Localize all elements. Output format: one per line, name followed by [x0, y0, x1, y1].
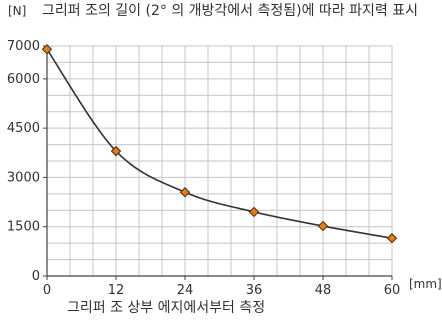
x-axis-unit: [mm] — [409, 277, 442, 291]
chart-title: 그리퍼 조의 길이 (2° 의 개방각에서 측정됨)에 따라 파지력 표시 — [42, 3, 419, 19]
y-tick-label: 7000 — [7, 39, 40, 54]
data-point — [41, 44, 53, 55]
x-tick-label: 0 — [43, 283, 51, 298]
x-tick-label: 24 — [177, 283, 194, 298]
y-axis-unit: [N] — [8, 4, 27, 18]
x-axis-title: 그리퍼 조 상부 에지에서부터 측정 — [67, 300, 266, 316]
data-point — [110, 145, 122, 157]
x-tick-label: 60 — [384, 283, 401, 298]
x-tick-label: 48 — [315, 283, 332, 298]
y-tick-label: 4500 — [7, 121, 40, 136]
y-tick-label: 1500 — [7, 220, 40, 235]
y-tick-label: 3000 — [7, 170, 40, 185]
y-tick-label: 6000 — [7, 72, 40, 87]
y-tick-label: 0 — [32, 269, 40, 284]
data-point — [248, 206, 260, 218]
data-point — [317, 220, 329, 232]
x-tick-label: 36 — [246, 283, 263, 298]
data-point — [386, 233, 398, 244]
data-point — [179, 187, 191, 198]
x-tick-label: 12 — [108, 283, 125, 298]
